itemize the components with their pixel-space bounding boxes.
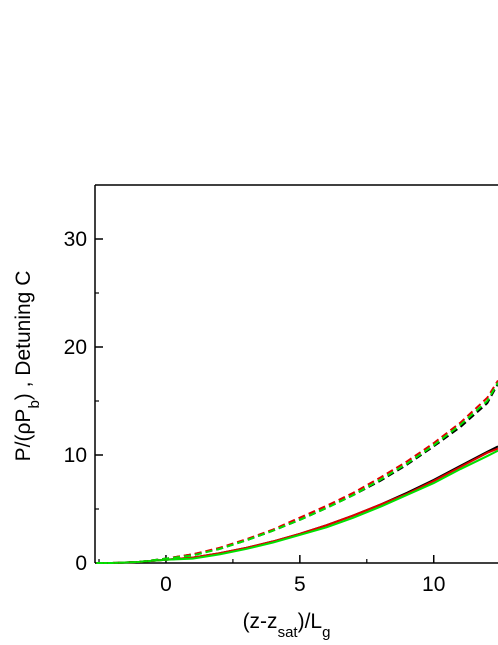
dashed-line xyxy=(96,382,498,564)
x-tick-label: 0 xyxy=(160,573,172,596)
label-subscript: b xyxy=(26,400,43,408)
y-tick-label: 30 xyxy=(64,228,87,251)
x-tick-label: 5 xyxy=(294,573,306,596)
label-subscript: sat xyxy=(278,624,299,641)
y-tick-label: 20 xyxy=(64,336,87,359)
y-tick-label: 0 xyxy=(75,552,87,575)
label-text: (z-z xyxy=(243,610,278,633)
solid-line xyxy=(96,447,498,564)
label-subscript: g xyxy=(322,624,330,641)
xlabel_parts: (z-zsat)/Lg xyxy=(243,610,331,641)
x-tick-label: 10 xyxy=(422,573,445,596)
solid-line xyxy=(96,445,498,564)
y-tick-label: 10 xyxy=(64,444,87,467)
ylabel_parts: P/(ρPb) , Detuning C xyxy=(12,271,43,462)
label-text: ) , Detuning C xyxy=(12,271,35,401)
label-text: P/(ρP xyxy=(12,409,35,462)
solid-line xyxy=(96,449,498,564)
label-text: )/L xyxy=(298,610,323,633)
